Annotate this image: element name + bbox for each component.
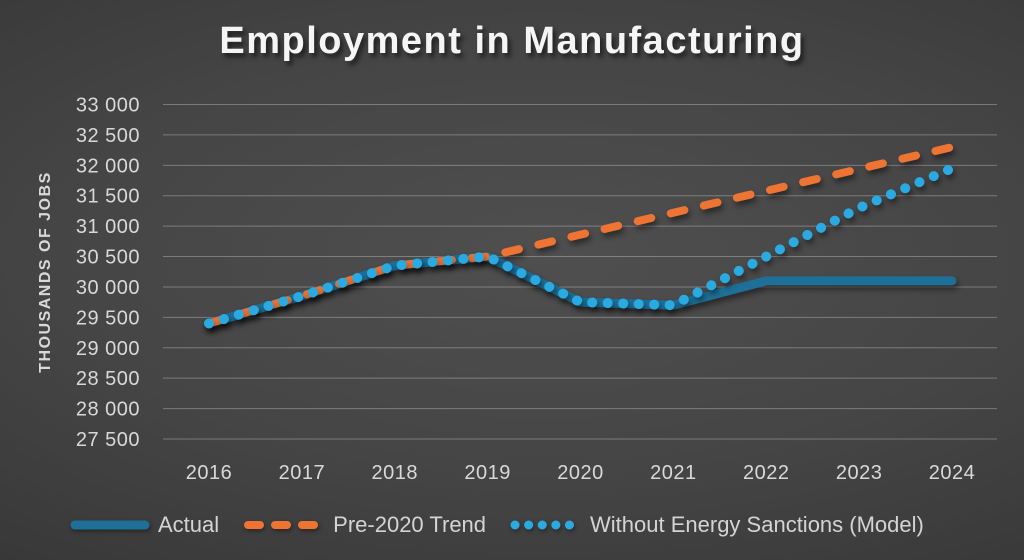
x-tick-label: 2024 bbox=[929, 462, 976, 484]
y-tick-label: 29 500 bbox=[76, 307, 140, 329]
x-tick-label: 2016 bbox=[186, 462, 233, 484]
legend-label-without-energy-sanctions-model: Without Energy Sanctions (Model) bbox=[590, 512, 924, 537]
x-tick-label: 2020 bbox=[557, 462, 604, 484]
y-tick-label: 28 000 bbox=[76, 399, 140, 421]
legend-dashed-line-icon bbox=[244, 521, 325, 529]
x-tick-label: 2017 bbox=[279, 462, 326, 484]
legend-item-pre-2020-trend: Pre-2020 Trend bbox=[243, 512, 486, 538]
legend-label-pre-2020-trend: Pre-2020 Trend bbox=[333, 512, 487, 537]
chart-title: Employment in Manufacturing bbox=[219, 20, 805, 62]
legend-item-actual: Actual bbox=[70, 512, 219, 538]
y-tick-label: 29 000 bbox=[76, 338, 140, 360]
series-line-without-energy-sanctions-model bbox=[204, 163, 957, 329]
y-tick-label: 28 500 bbox=[76, 368, 140, 390]
x-tick-label: 2019 bbox=[464, 462, 511, 484]
y-tick-label: 30 500 bbox=[76, 247, 140, 269]
y-tick-label: 32 500 bbox=[76, 125, 140, 147]
legend-dotted-line-icon bbox=[510, 520, 582, 530]
legend: Actual Pre-2020 Trend Without Energy San… bbox=[70, 512, 924, 538]
x-tick-label: 2023 bbox=[836, 462, 883, 484]
y-tick-label: 32 000 bbox=[76, 155, 140, 177]
y-tick-label: 27 500 bbox=[76, 429, 140, 451]
y-tick-label: 31 500 bbox=[76, 186, 140, 208]
legend-label-actual: Actual bbox=[158, 512, 220, 537]
x-tick-label: 2021 bbox=[650, 462, 697, 484]
legend-solid-line-icon bbox=[70, 520, 150, 530]
x-tick-label: 2018 bbox=[372, 462, 419, 484]
y-tick-label: 33 000 bbox=[76, 95, 140, 117]
series-line-pre-2020-trend bbox=[205, 143, 956, 328]
x-tick-label: 2022 bbox=[743, 462, 790, 484]
y-tick-label: 31 000 bbox=[76, 216, 140, 238]
y-tick-label: 30 000 bbox=[76, 277, 140, 299]
legend-item-without-energy-sanctions-model: Without Energy Sanctions (Model) bbox=[510, 512, 924, 538]
